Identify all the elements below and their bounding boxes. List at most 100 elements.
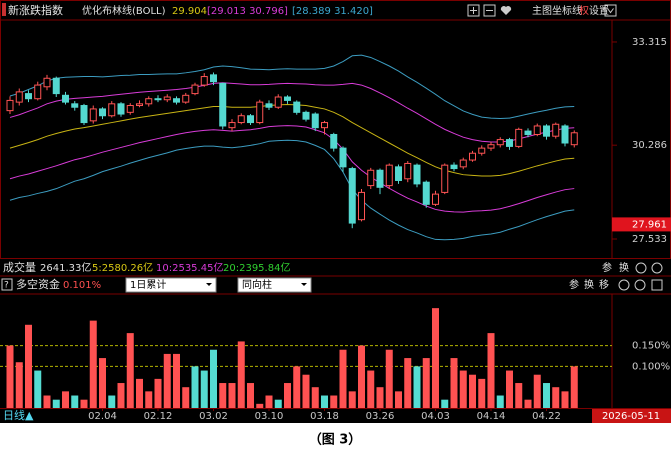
bar (191, 366, 199, 408)
help-box[interactable] (1, 278, 13, 291)
candle-body (441, 164, 449, 193)
candle-body (173, 98, 180, 103)
header-tool[interactable]: 坐标线 (552, 4, 582, 17)
bar (247, 383, 254, 408)
bar (274, 399, 282, 408)
candle-body (136, 103, 143, 107)
candle-body (117, 103, 125, 115)
boll-line (9, 54, 575, 119)
candle-body (99, 108, 106, 117)
y-tick-label: 27.533 (632, 234, 667, 245)
candle-body (25, 93, 32, 100)
boll-outer: [28.389 31.420] (292, 6, 373, 17)
candle-body (422, 181, 430, 205)
header-tool[interactable]: 设置 (589, 5, 609, 17)
caption: （图 3） (309, 432, 362, 448)
bar (228, 383, 236, 408)
candle-body (163, 96, 171, 101)
mode-text: 1日累计 (130, 278, 166, 291)
help: ? (4, 281, 9, 291)
fund-flow-chart: 0.150% 0.100% 02.04 02.12 03.02 03.10 03.18 03.… (0, 308, 670, 422)
candle-body (265, 103, 273, 108)
bar (117, 383, 125, 408)
volume-tool[interactable]: 参 (602, 261, 612, 274)
boll-mid: 29.904 (172, 6, 207, 17)
candle-body (311, 113, 319, 129)
candle-body (395, 166, 402, 181)
dropdown-arrow (301, 283, 307, 286)
layout-icon[interactable] (651, 279, 663, 291)
background (0, 0, 671, 423)
boll-inner: [29.013 30.796] (207, 6, 288, 17)
bar (561, 391, 569, 408)
bar (163, 353, 171, 408)
bar (404, 358, 412, 408)
header-icons (467, 4, 617, 17)
header-tool[interactable]: 主图 (532, 5, 552, 17)
candle-body (182, 94, 190, 103)
favorite-icon[interactable] (500, 6, 512, 16)
bar (89, 320, 97, 408)
boll-line (9, 125, 575, 213)
panel2-tools: 参换移 (569, 278, 609, 291)
zoom-in-icon[interactable] (651, 262, 663, 274)
bar (71, 395, 79, 408)
y-tick-label: 33.315 (632, 37, 667, 48)
candle-body (6, 99, 14, 112)
volume-tool[interactable]: 换 (619, 261, 629, 274)
candle-body (450, 164, 458, 170)
candle-body (293, 101, 301, 113)
bar (450, 358, 458, 408)
candle-body (348, 168, 356, 224)
bar (210, 349, 217, 408)
zoom-out-icon[interactable] (635, 262, 647, 274)
add-icon[interactable] (467, 4, 480, 17)
y-tick-label: 30.286 (632, 140, 667, 151)
candle-body (274, 96, 282, 108)
panel2-tool[interactable]: 换 (584, 278, 594, 291)
volume-ma5: 5:2580.26亿 (92, 261, 153, 274)
x-tick-label: 02.12 (144, 411, 173, 422)
candle-body (43, 77, 51, 88)
candle-body (524, 130, 532, 135)
bar (219, 383, 227, 408)
index-name: 新涨跌指数 (8, 3, 63, 17)
bar (311, 387, 319, 408)
panel2-tool[interactable]: 参 (569, 278, 579, 291)
bar (173, 353, 180, 408)
candle-body (191, 84, 199, 95)
candle-body (210, 74, 217, 83)
candle-body (561, 125, 569, 144)
candle-body (358, 191, 365, 221)
candle-body (80, 105, 88, 124)
mode-dropdown[interactable] (125, 277, 217, 293)
remove-icon[interactable] (483, 4, 496, 17)
zoom-in-icon[interactable] (634, 279, 646, 291)
header-tool[interactable]: 权 (579, 4, 589, 17)
bar (543, 383, 550, 408)
bar (126, 333, 134, 408)
candle-body (321, 122, 328, 129)
bar (385, 349, 393, 408)
zoom-out-icon[interactable] (618, 279, 630, 291)
boll-line (9, 82, 575, 143)
last-price-box (612, 217, 671, 232)
menu-icon[interactable] (604, 4, 617, 17)
bar (469, 374, 476, 408)
x-tick-label: 03.26 (366, 411, 395, 422)
add-glyph (470, 7, 477, 14)
bar (367, 370, 375, 408)
dropdown-arrow (206, 283, 212, 286)
candle-body (496, 139, 504, 146)
panel2-tool[interactable]: 移 (599, 278, 609, 291)
x-tick-label: 04.22 (532, 411, 561, 422)
bar (136, 378, 143, 408)
candle-body (52, 77, 60, 95)
candle-body (533, 125, 541, 135)
style-text: 同向柱 (242, 278, 272, 291)
x-tick-label: 03.02 (199, 411, 228, 422)
bar (108, 395, 116, 408)
style-dropdown[interactable] (237, 277, 312, 293)
candle-body (237, 115, 245, 124)
